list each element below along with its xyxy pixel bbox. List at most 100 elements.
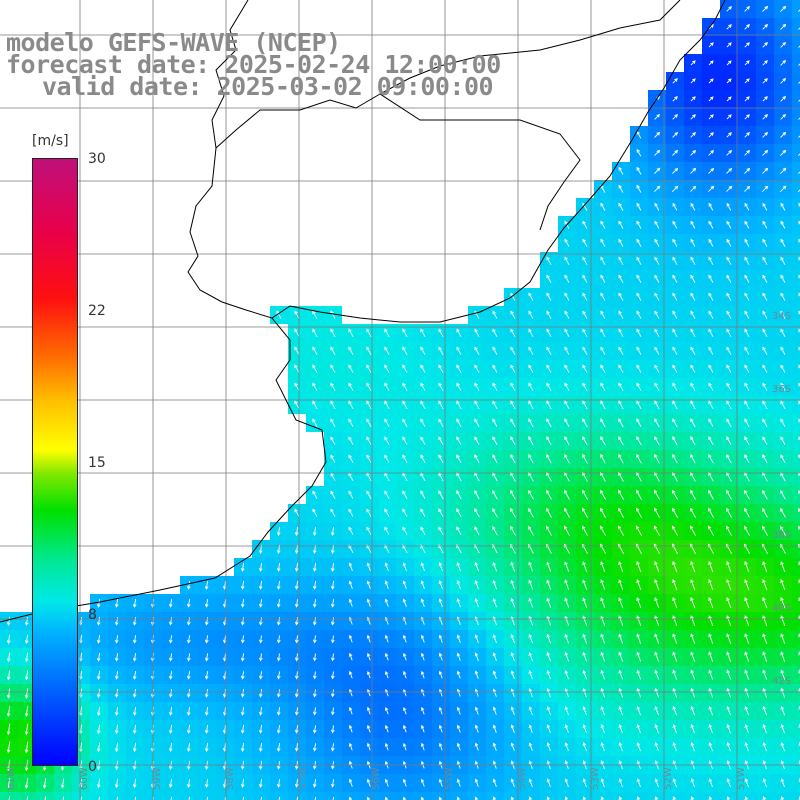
wind-arrow [258,599,263,608]
wind-arrow [492,489,498,500]
wind-arrow [96,617,101,626]
wind-arrow [330,779,335,788]
wind-arrow [654,436,660,446]
wind-arrow [672,453,678,464]
wind-arrow [546,274,552,283]
wind-cell [270,792,288,800]
wind-arrow [42,778,47,789]
wind-arrow [762,436,768,446]
wind-cell [792,594,800,612]
wind-arrow [276,743,281,752]
wind-arrow [114,617,119,626]
wind-arrow [294,581,299,590]
wind-arrow [492,579,498,590]
wind-arrow [96,724,101,735]
wind-arrow [528,382,534,392]
wind-arrow [384,670,389,679]
wind-arrow [564,310,570,319]
wind-arrow [204,742,209,753]
wind-arrow [492,706,497,715]
wind-arrow [708,96,714,102]
wind-arrow [330,328,336,338]
wind-arrow [114,635,119,644]
wind-arrow [708,400,714,410]
wind-cell [504,792,522,800]
wind-arrow [546,256,552,265]
wind-arrow [546,706,551,716]
wind-arrow [744,796,749,800]
wind-arrow [438,652,443,661]
wind-arrow [636,615,642,627]
wind-arrow [744,723,749,734]
wind-arrow [600,328,606,337]
wind-arrow [689,525,696,536]
wind-arrow [24,616,29,627]
grid-labels: 34S 36S 38S 40S 42S 61W 60W 59W 58W 57W 56W 55W 54W 5… [6,311,791,790]
wind-arrow [762,346,768,355]
wind-cell [378,792,396,800]
wind-arrow [204,706,209,716]
wind-arrow [546,489,552,500]
wind-arrow [186,653,191,662]
wind-arrow [438,364,444,374]
wind-arrow [600,597,606,608]
wind-arrow [6,634,11,645]
wind-arrow [618,418,624,428]
wind-cell [216,792,234,800]
wind-arrow [582,687,587,698]
wind-arrow [636,274,642,283]
wind-arrow [636,382,642,392]
wind-arrow [456,724,461,733]
wind-arrow [708,796,713,800]
wind-arrow [456,598,461,608]
wind-cell [792,306,800,324]
wind-arrow [402,562,407,572]
forecast-date: forecast date: 2025-02-24 12:00:00 [6,50,501,79]
wind-arrow [402,580,407,589]
wind-arrow [654,579,660,591]
wind-arrow [204,689,209,698]
wind-cell [792,54,800,72]
wind-arrow [654,687,660,698]
wind-arrow [654,615,660,627]
wind-arrow [294,526,299,537]
wind-arrow [420,508,426,518]
wind-arrow [510,292,516,301]
wind-arrow [276,671,281,680]
wind-arrow [114,706,119,717]
wind-arrow [654,418,660,428]
wind-arrow [582,507,588,518]
wind-arrow [528,796,533,800]
wind-arrow [204,617,209,626]
wind-arrow [762,687,768,698]
wind-arrow [779,167,787,175]
wind-arrow [780,705,786,716]
wind-arrow [708,579,714,591]
wind-arrow [348,346,354,356]
wind-arrow [294,653,299,662]
wind-arrow [690,669,696,680]
wind-arrow [798,99,800,102]
wind-arrow [780,149,787,156]
wind-arrow [564,778,569,788]
wind-arrow [26,796,29,800]
wind-arrow [762,364,768,373]
wind-arrow [204,671,209,680]
wind-arrow [582,778,587,788]
wind-arrow [762,96,768,102]
wind-arrow [582,742,587,752]
wind-arrow [582,561,588,573]
wind-arrow [402,724,407,733]
wind-arrow [636,418,642,428]
lon-label: 56W [371,767,382,790]
wind-arrow [474,561,480,572]
wind-arrow [456,778,461,787]
wind-arrow [762,382,768,391]
wind-arrow [384,490,390,500]
wind-arrow [726,489,732,500]
wind-arrow [762,579,768,591]
wind-arrow [546,310,552,319]
wind-arrow [672,418,678,428]
wind-cell [126,792,144,800]
